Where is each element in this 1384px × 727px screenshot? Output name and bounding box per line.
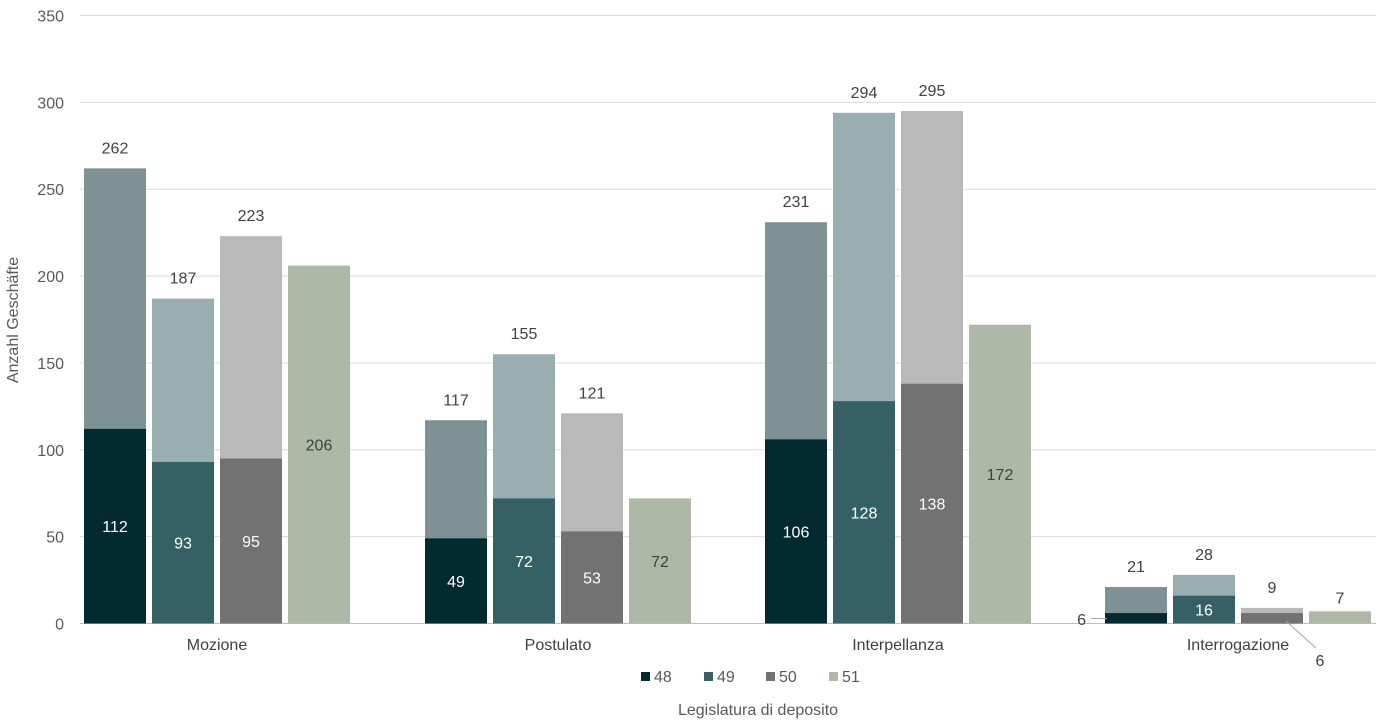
bar-segment-50 <box>220 458 282 624</box>
bar-segment-50 <box>561 531 623 624</box>
legend-swatch-50 <box>766 672 775 681</box>
legend: 48 49 50 51 <box>641 669 860 686</box>
data-label-total: 295 <box>919 83 946 100</box>
legend-label-48: 48 <box>654 669 672 686</box>
y-tick-label: 300 <box>37 95 64 112</box>
data-label-value: 16 <box>1195 603 1213 620</box>
bar-segment-49 <box>152 461 214 624</box>
bar-total-51 <box>629 498 691 624</box>
legend-swatch-51 <box>829 672 838 681</box>
data-labels: 262 112 187 93 223 95 206 117 49 155 72 121 53 72 231 1… <box>102 83 1345 670</box>
data-label-value: 112 <box>102 519 128 536</box>
bar-segment-49 <box>1173 595 1235 624</box>
bar-segment-48 <box>84 428 146 624</box>
data-label-total: 155 <box>511 326 538 343</box>
legend-label-50: 50 <box>779 669 797 686</box>
data-label-value: 95 <box>242 534 260 551</box>
category-label: Interrogazione <box>1187 637 1289 654</box>
data-label-value: 6 <box>1077 612 1086 629</box>
legend-label-51: 51 <box>842 669 860 686</box>
y-axis-title: Anzahl Geschäfte <box>5 257 22 383</box>
data-label-total: 223 <box>238 208 265 225</box>
y-tick-label: 150 <box>37 356 64 373</box>
bar-total-51 <box>288 265 350 624</box>
y-axis-ticks: 0 50 100 150 200 250 300 350 <box>37 9 64 634</box>
bar-total-51 <box>1309 611 1371 624</box>
bar-segment-49 <box>833 401 895 624</box>
data-label-total: 9 <box>1268 580 1277 597</box>
data-label-value: 138 <box>919 497 946 514</box>
bar-segment-48 <box>765 439 827 624</box>
legend-label-49: 49 <box>717 669 735 686</box>
data-label-total: 28 <box>1195 547 1213 564</box>
data-label-value: 93 <box>174 536 192 553</box>
bars <box>84 111 1371 624</box>
y-tick-label: 50 <box>46 530 64 547</box>
data-label-value: 49 <box>447 574 465 591</box>
category-label: Mozione <box>187 637 248 654</box>
y-tick-label: 250 <box>37 182 64 199</box>
category-label: Postulato <box>525 637 592 654</box>
bar-total-51 <box>969 324 1031 624</box>
data-label-total: 117 <box>443 392 469 409</box>
data-label-total: 294 <box>851 85 878 102</box>
y-tick-label: 350 <box>37 9 64 26</box>
data-label-value: 6 <box>1316 653 1325 670</box>
leader-line <box>1285 620 1317 649</box>
y-tick-label: 100 <box>37 443 64 460</box>
bar-segment-48 <box>425 538 487 624</box>
bar-segment-48 <box>1105 613 1167 624</box>
data-label-total: 21 <box>1127 559 1145 576</box>
data-label-total: 187 <box>170 271 197 288</box>
data-label-total: 121 <box>579 385 606 402</box>
bar-segment-49 <box>493 498 555 624</box>
data-label-value: 7 <box>1336 590 1345 607</box>
data-label-value: 53 <box>583 570 601 587</box>
x-axis-categories: Mozione Postulato Interpellanza Interrogazi… <box>187 637 1289 654</box>
data-label-total: 262 <box>102 140 129 157</box>
data-label-value: 128 <box>851 505 878 522</box>
legend-swatch-48 <box>641 672 650 681</box>
legend-swatch-49 <box>704 672 713 681</box>
y-tick-label: 0 <box>55 617 64 634</box>
data-label-value: 106 <box>783 524 810 541</box>
data-label-value: 172 <box>987 467 1014 484</box>
category-label: Interpellanza <box>852 637 944 654</box>
data-label-value: 72 <box>651 554 669 571</box>
data-label-total: 231 <box>783 194 810 211</box>
bar-segment-50 <box>901 383 963 624</box>
y-tick-label: 200 <box>37 269 64 286</box>
bar-segment-50 <box>1241 613 1303 624</box>
x-axis-title: Legislatura di deposito <box>678 702 838 719</box>
data-label-value: 72 <box>515 554 533 571</box>
data-label-value: 206 <box>306 438 333 455</box>
